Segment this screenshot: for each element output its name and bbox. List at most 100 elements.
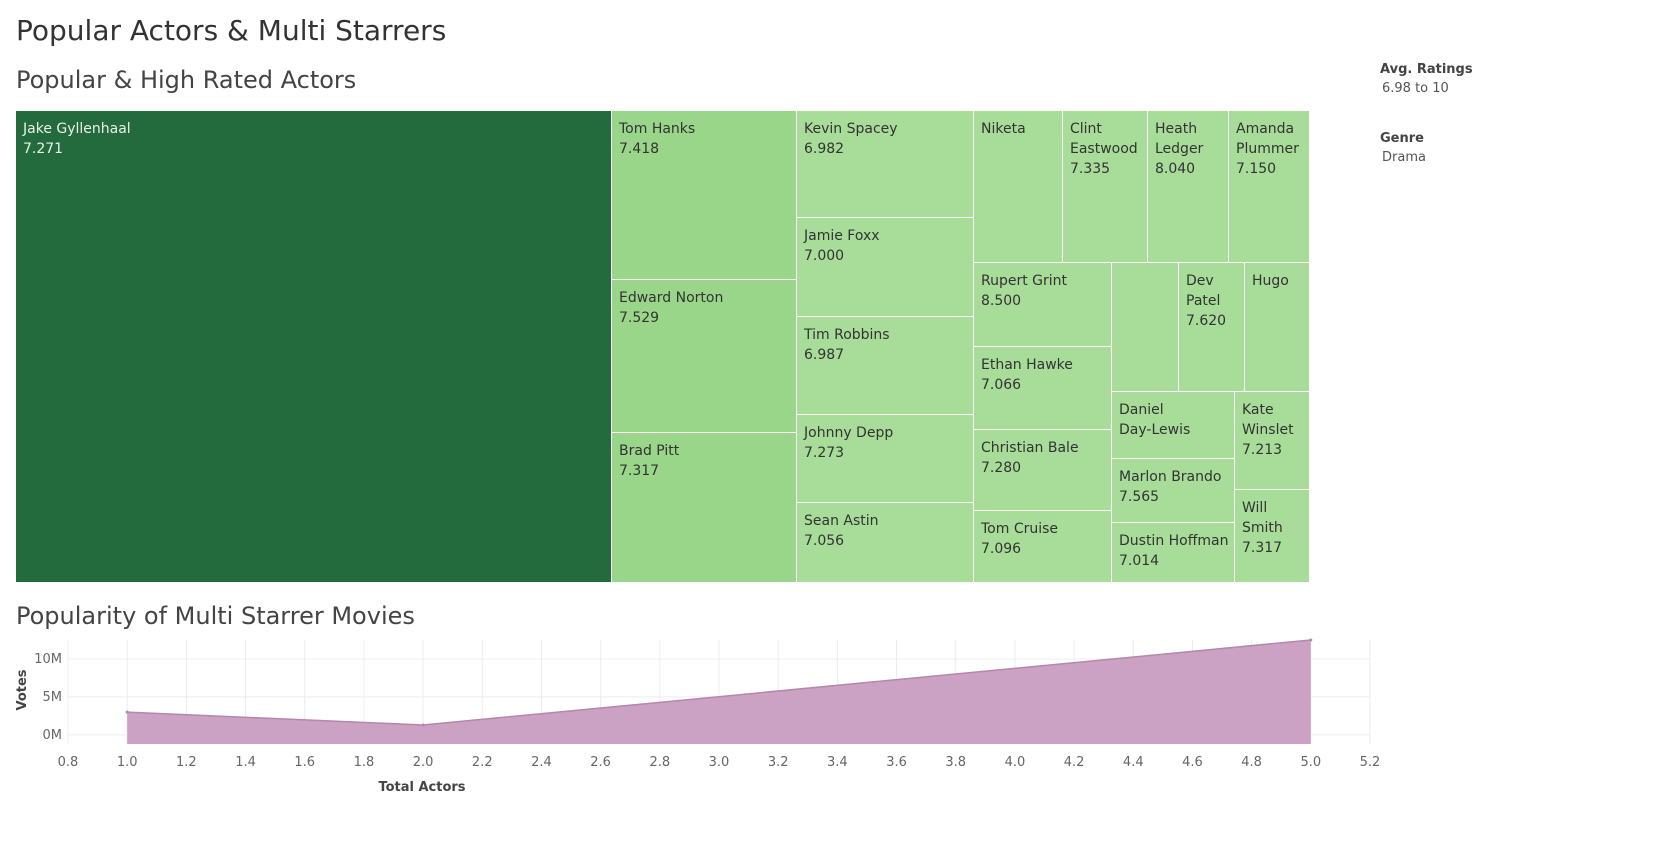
area-series — [127, 640, 1311, 744]
treemap-tile-ethan-hawke[interactable]: Ethan Hawke 7.066 — [974, 347, 1112, 430]
x-tick-label: 5.2 — [1360, 755, 1381, 770]
y-tick-label: 5M — [43, 690, 63, 705]
tile-rating-label: 7.335 — [1070, 161, 1111, 177]
tile-rating-label: 6.987 — [804, 347, 845, 363]
x-tick-label: 3.4 — [827, 755, 848, 770]
treemap-tile-tom-hanks[interactable]: Tom Hanks 7.418 — [612, 111, 797, 280]
tile-rating-label: 7.565 — [1119, 489, 1160, 505]
tile-name-label: Jake Gyllenhaal — [23, 121, 131, 137]
x-tick-label: 4.2 — [1064, 755, 1085, 770]
tile-name-label: Jamie Foxx — [804, 228, 880, 244]
tile-name-label: Day-Lewis — [1119, 422, 1191, 438]
tile-rating-label: 7.096 — [981, 541, 1022, 557]
ratings-legend-range: 6.98 to 10 — [1382, 81, 1449, 96]
x-tick-label: 1.0 — [117, 755, 138, 770]
treemap-tile-kate-winslet[interactable]: Kate Winslet 7.213 — [1235, 392, 1310, 490]
treemap-tile-hugo[interactable]: Hugo — [1245, 263, 1310, 392]
tile-rating-label: 7.317 — [1242, 540, 1283, 556]
treemap-tile-sean-astin[interactable]: Sean Astin 7.056 — [797, 503, 974, 583]
x-axis-label: Total Actors — [378, 780, 465, 795]
ratings-legend-title: Avg. Ratings — [1380, 62, 1473, 77]
tile-rating-label: 6.982 — [804, 141, 845, 157]
treemap-title: Popular & High Rated Actors — [16, 66, 357, 94]
x-tick-label: 4.4 — [1123, 755, 1144, 770]
x-tick-label: 3.0 — [709, 755, 730, 770]
tile-name-label: Rupert Grint — [981, 273, 1068, 289]
treemap-tile-marlon-brando[interactable]: Marlon Brando 7.565 — [1112, 459, 1235, 523]
tile-rating-label: 7.000 — [804, 248, 845, 264]
x-tick-label: 1.8 — [354, 755, 375, 770]
treemap-tile-brad-pitt[interactable]: Brad Pitt 7.317 — [612, 433, 797, 583]
tile-name-label: Niketa — [981, 121, 1026, 137]
tile-name-label: Patel — [1186, 293, 1221, 309]
treemap-tile-tom-cruise[interactable]: Tom Cruise 7.096 — [974, 511, 1112, 583]
treemap-tile-amanda-plummer[interactable]: Amanda Plummer 7.150 — [1229, 111, 1310, 263]
y-axis-label: Votes — [15, 669, 30, 710]
tile-rating-label: 7.620 — [1186, 313, 1227, 329]
genre-filter[interactable]: Genre Drama — [1380, 131, 1426, 165]
treemap-tile-dev-patel[interactable]: Dev Patel 7.620 — [1179, 263, 1245, 392]
tile-name-label: Kevin Spacey — [804, 121, 898, 137]
genre-filter-value[interactable]: Drama — [1382, 150, 1426, 165]
treemap-tile-rupert-grint[interactable]: Rupert Grint 8.500 — [974, 263, 1112, 347]
treemap-tile-niketa[interactable]: Niketa — [974, 111, 1063, 263]
tile-name-label: Dev — [1186, 273, 1214, 289]
treemap-tile-clint-eastwood[interactable]: Clint Eastwood 7.335 — [1063, 111, 1148, 263]
genre-filter-title: Genre — [1380, 131, 1424, 146]
tile-rating-label: 7.317 — [619, 463, 660, 479]
x-tick-label: 1.6 — [294, 755, 315, 770]
treemap-tile-johnny-depp[interactable]: Johnny Depp 7.273 — [797, 415, 974, 503]
treemap-tile-edward-norton[interactable]: Edward Norton 7.529 — [612, 280, 797, 433]
tile-rating-label: 7.014 — [1119, 553, 1160, 569]
y-tick-label: 10M — [34, 652, 62, 667]
x-tick-label: 2.6 — [590, 755, 611, 770]
dashboard-title: Popular Actors & Multi Starrers — [16, 14, 447, 47]
treemap-tile-kevin-spacey[interactable]: Kevin Spacey 6.982 — [797, 111, 974, 218]
tile-rating-label: 7.056 — [804, 533, 845, 549]
treemap-tile-daniel-day-lewis[interactable]: Daniel Day-Lewis — [1112, 392, 1235, 459]
treemap-tile-heath-ledger[interactable]: Heath Ledger 8.040 — [1148, 111, 1229, 263]
tile-rating-label: 8.040 — [1155, 161, 1196, 177]
x-tick-label: 2.0 — [413, 755, 434, 770]
tile-name-label: Will — [1242, 500, 1268, 516]
treemap-tile-jake-gyllenhaal[interactable]: Jake Gyllenhaal 7.271 — [16, 111, 612, 583]
x-tick-label: 2.4 — [531, 755, 552, 770]
x-tick-label: 3.2 — [768, 755, 789, 770]
tile-name-label: Heath — [1155, 121, 1198, 137]
area-data-point — [1309, 638, 1313, 642]
treemap-tile-jamie-foxx[interactable]: Jamie Foxx 7.000 — [797, 218, 974, 317]
tile-name-label: Dustin Hoffman — [1119, 533, 1229, 549]
x-tick-label: 3.6 — [886, 755, 907, 770]
multi-starrer-area-chart: 0.8 1.0 1.2 1.4 1.6 1.8 2.0 2.2 2.4 2.6 2.8 3.0 3.2 3… — [15, 638, 1381, 795]
actors-treemap: Jake Gyllenhaal 7.271 Tom Hanks 7.418 Edward… — [16, 111, 1310, 583]
treemap-tile-dustin-hoffman[interactable]: Dustin Hoffman 7.014 — [1112, 523, 1235, 583]
area-data-point — [125, 710, 129, 714]
x-tick-label: 5.0 — [1300, 755, 1321, 770]
tile-name-label: Daniel — [1119, 402, 1164, 418]
x-tick-label: 2.8 — [649, 755, 670, 770]
x-tick-label: 1.2 — [176, 755, 197, 770]
treemap-tile-christian-bale[interactable]: Christian Bale 7.280 — [974, 430, 1112, 511]
area-chart-title: Popularity of Multi Starrer Movies — [16, 602, 415, 630]
tile-name-label: Marlon Brando — [1119, 469, 1222, 485]
tile-name-label: Ledger — [1155, 141, 1204, 157]
x-tick-label: 4.6 — [1182, 755, 1203, 770]
tile-rating-label: 7.066 — [981, 377, 1022, 393]
tile-name-label: Eastwood — [1070, 141, 1138, 157]
tile-rating-label: 7.150 — [1236, 161, 1277, 177]
tile-rating-label: 7.213 — [1242, 442, 1283, 458]
y-tick-label: 0M — [43, 728, 63, 743]
treemap-tile-tim-robbins[interactable]: Tim Robbins 6.987 — [797, 317, 974, 415]
tile-name-label: Amanda — [1236, 121, 1295, 137]
tile-name-label: Tim Robbins — [804, 327, 890, 343]
tile-name-label: Hugo — [1252, 273, 1289, 289]
x-tick-label: 4.8 — [1241, 755, 1262, 770]
tile-rating-label: 8.500 — [981, 293, 1022, 309]
x-tick-label: 4.0 — [1005, 755, 1026, 770]
treemap-tile-will-smith[interactable]: Will Smith 7.317 — [1235, 490, 1310, 583]
area-data-point — [421, 723, 425, 727]
ratings-legend[interactable]: Avg. Ratings 6.98 to 10 — [1380, 62, 1473, 96]
x-tick-label: 2.2 — [472, 755, 493, 770]
tile-rating-label: 7.418 — [619, 141, 660, 157]
treemap-tile-unlabeled[interactable] — [1112, 263, 1179, 392]
